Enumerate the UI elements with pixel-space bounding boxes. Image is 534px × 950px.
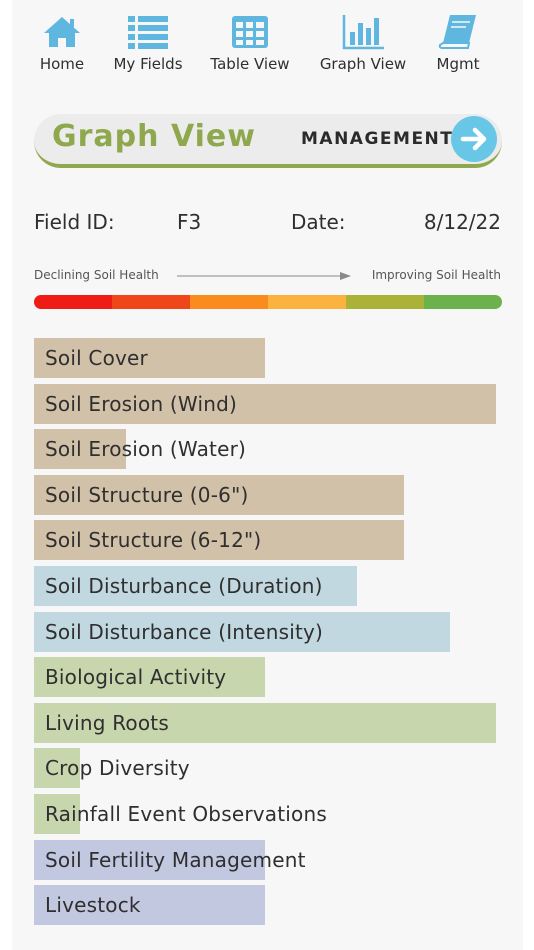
scale-segment-5 [424, 295, 502, 309]
chart-row: Soil Disturbance (Intensity) [34, 611, 502, 658]
chart-row: Soil Disturbance (Duration) [34, 565, 502, 612]
chart-bar [34, 338, 265, 378]
nav-my-fields-label: My Fields [113, 55, 183, 73]
nav-table-view[interactable]: Table View [200, 12, 300, 80]
nav-home[interactable]: Home [12, 12, 112, 80]
chart-bar-label: Soil Fertility Management [45, 847, 306, 872]
chart-bar [34, 429, 127, 470]
chart-bar [34, 702, 496, 743]
chart-bar-label: Livestock [45, 893, 141, 918]
app-screen: Home My Fields [12, 0, 523, 950]
management-next-button[interactable] [451, 116, 497, 162]
graph-view-banner: Graph View MANAGEMENT [34, 114, 502, 168]
chart-bar [34, 383, 496, 424]
book-icon [438, 15, 476, 49]
chart-bar [34, 474, 404, 515]
chart-bar [34, 748, 81, 789]
table-icon [232, 16, 268, 48]
date-value: 8/12/22 [423, 210, 501, 234]
page-title: Graph View [52, 119, 256, 154]
chart-bar [34, 565, 358, 606]
nav-home-label: Home [39, 55, 85, 73]
chart-bar-label: Rainfall Event Observations [45, 801, 327, 826]
field-id-value: F3 [177, 210, 202, 234]
scale-segment-0 [34, 295, 112, 309]
chart-bar [34, 885, 265, 926]
bar-chart-icon [342, 15, 384, 50]
scale-declining-label: Declining Soil Health [34, 268, 159, 282]
chart-bar-label: Living Roots [45, 710, 169, 735]
soil-health-gradient-bar [34, 295, 502, 309]
chart-bar [34, 839, 265, 880]
chart-bar [34, 611, 450, 652]
scale-segment-4 [346, 295, 424, 309]
chart-bar-label: Soil Erosion (Water) [45, 437, 247, 462]
nav-mgmt[interactable]: Mgmt [408, 12, 508, 80]
chart-bar [34, 793, 81, 834]
chart-row: Living Roots [34, 702, 502, 749]
management-link[interactable]: MANAGEMENT [301, 129, 454, 149]
chart-row: Soil Structure (6-12") [34, 520, 502, 566]
list-icon [128, 16, 168, 49]
chart-row: Livestock [34, 885, 502, 931]
scale-segment-2 [190, 295, 268, 309]
nav-graph-view-label: Graph View [319, 55, 407, 73]
nav-my-fields[interactable]: My Fields [98, 12, 198, 80]
chart-bar-label: Soil Disturbance (Intensity) [45, 619, 324, 644]
nav-mgmt-label: Mgmt [436, 55, 480, 73]
scale-arrow-icon [177, 272, 351, 280]
chart-bar-label: Soil Disturbance (Duration) [45, 573, 323, 598]
chart-row: Soil Erosion (Water) [34, 429, 502, 475]
chart-row: Soil Fertility Management [34, 839, 502, 886]
chart-row: Soil Erosion (Wind) [34, 383, 502, 430]
chart-row: Crop Diversity [34, 748, 502, 794]
scale-segment-3 [268, 295, 346, 309]
chart-bar-label: Crop Diversity [45, 756, 190, 781]
date-label: Date: [291, 210, 346, 234]
scale-segment-1 [112, 295, 190, 309]
chart-bar-label: Soil Structure (6-12") [45, 528, 262, 553]
chart-row: Biological Activity [34, 657, 502, 703]
field-id-label: Field ID: [34, 210, 115, 234]
chart-row: Soil Cover [34, 338, 502, 384]
nav-graph-view[interactable]: Graph View [313, 12, 413, 80]
chart-bar [34, 520, 404, 561]
chart-bar [34, 657, 265, 698]
chart-bar-label: Soil Erosion (Wind) [45, 391, 237, 416]
arrow-right-icon [460, 127, 487, 151]
chart-bar-label: Soil Structure (0-6") [45, 482, 249, 507]
chart-bar-label: Biological Activity [45, 665, 227, 690]
home-icon [44, 17, 80, 47]
chart-row: Rainfall Event Observations [34, 793, 502, 840]
chart-row: Soil Structure (0-6") [34, 474, 502, 521]
soil-health-bar-chart: Soil Cover Soil Erosion (Wind) Soil Erosio… [34, 338, 502, 931]
nav-table-view-label: Table View [210, 55, 290, 73]
scale-improving-label: Improving Soil Health [371, 268, 501, 282]
top-nav: Home My Fields [12, 12, 523, 80]
chart-bar-label: Soil Cover [45, 346, 148, 370]
